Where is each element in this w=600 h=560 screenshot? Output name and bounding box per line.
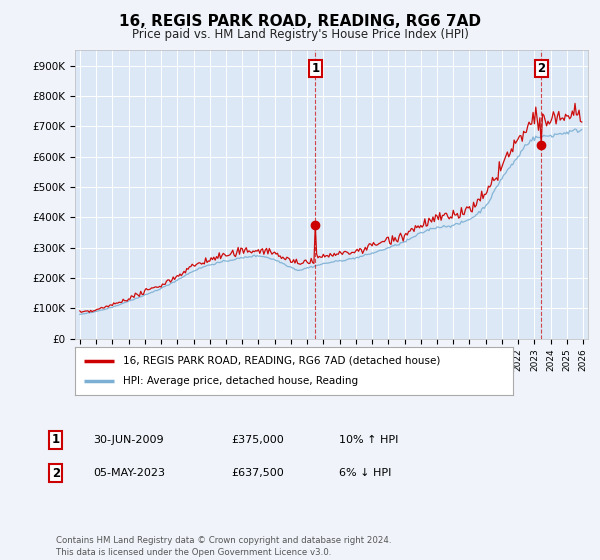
Text: 16, REGIS PARK ROAD, READING, RG6 7AD (detached house): 16, REGIS PARK ROAD, READING, RG6 7AD (d… [123,356,440,366]
Text: 2: 2 [52,466,60,480]
Text: 30-JUN-2009: 30-JUN-2009 [93,435,164,445]
Text: 10% ↑ HPI: 10% ↑ HPI [339,435,398,445]
Text: 05-MAY-2023: 05-MAY-2023 [93,468,165,478]
Text: £637,500: £637,500 [231,468,284,478]
Text: 1: 1 [52,433,60,446]
Text: Price paid vs. HM Land Registry's House Price Index (HPI): Price paid vs. HM Land Registry's House … [131,28,469,41]
Text: 6% ↓ HPI: 6% ↓ HPI [339,468,391,478]
Text: £375,000: £375,000 [231,435,284,445]
Text: Contains HM Land Registry data © Crown copyright and database right 2024.
This d: Contains HM Land Registry data © Crown c… [56,536,391,557]
Text: HPI: Average price, detached house, Reading: HPI: Average price, detached house, Read… [123,376,358,386]
Text: 16, REGIS PARK ROAD, READING, RG6 7AD: 16, REGIS PARK ROAD, READING, RG6 7AD [119,14,481,29]
Text: 1: 1 [311,62,319,75]
Text: 2: 2 [537,62,545,75]
